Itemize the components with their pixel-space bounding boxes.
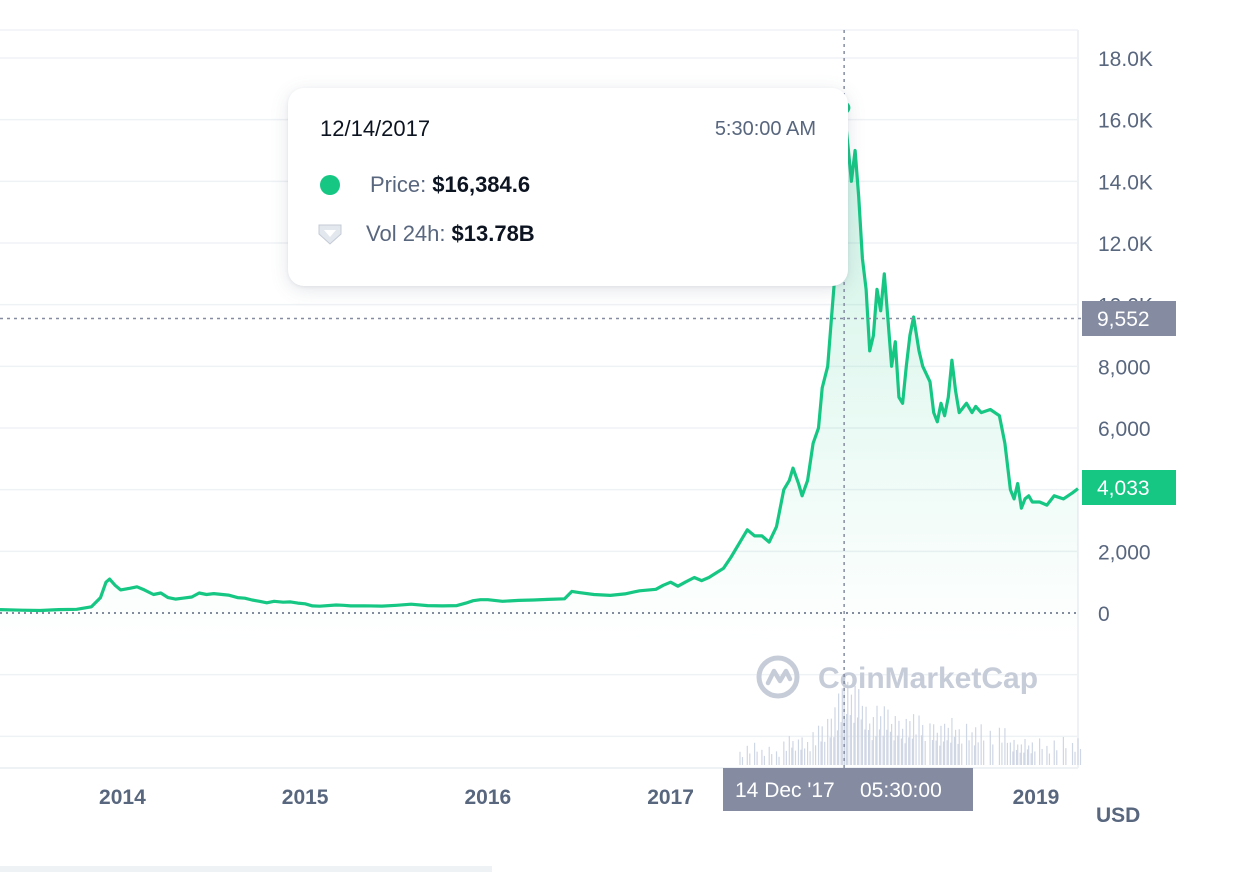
tooltip-date: 12/14/2017: [320, 116, 431, 141]
tooltip-volume-label: Vol 24h:: [366, 221, 446, 246]
coinmarketcap-logo-icon: [756, 655, 800, 699]
price-area-fill: [0, 107, 1078, 644]
crosshair-price-label: 9,552: [1097, 308, 1150, 331]
currency-label: USD: [1096, 804, 1140, 827]
tooltip-volume-value: $13.78B: [451, 221, 535, 246]
y-tick-label: 18.0K: [1098, 48, 1153, 71]
price-tooltip: 12/14/2017 5:30:00 AM Price: $16,384.6 V…: [288, 88, 848, 286]
x-tick-label: 2017: [647, 786, 694, 809]
tooltip-time: 5:30:00 AM: [714, 118, 816, 140]
y-tick-label: 6,000: [1098, 418, 1151, 441]
watermark-text: CoinMarketCap: [818, 662, 1038, 695]
y-tick-label: 0: [1098, 603, 1110, 626]
current-price-badge: 4,033: [1082, 470, 1176, 505]
x-tick-label: 2014: [99, 786, 146, 809]
crosshair-time-label: 05:30:00: [860, 779, 942, 802]
crosshair-price-badge: 9,552: [1082, 301, 1176, 336]
range-scrollbar[interactable]: [0, 866, 492, 872]
y-axis: 18.0K16.0K14.0K12.0K10.0K8,0006,0004,000…: [1098, 48, 1153, 626]
green-dot-icon: [320, 175, 340, 195]
price-line: [0, 106, 1079, 613]
tooltip-price-row: Price: $16,384.6: [320, 172, 530, 198]
current-price-label: 4,033: [1097, 477, 1150, 500]
crosshair-date-label: 14 Dec '17: [735, 779, 835, 802]
tooltip-volume-row: Vol 24h: $13.78B: [318, 220, 535, 248]
volume-bars: [739, 680, 1082, 765]
y-tick-label: 16.0K: [1098, 110, 1153, 133]
y-tick-label: 2,000: [1098, 541, 1151, 564]
y-tick-label: 12.0K: [1098, 233, 1153, 256]
shield-volume-icon: [318, 224, 342, 245]
watermark: CoinMarketCap: [756, 655, 1038, 699]
y-tick-label: 8,000: [1098, 356, 1151, 379]
x-tick-label: 2015: [282, 786, 329, 809]
x-tick-label: 2016: [464, 786, 511, 809]
x-tick-label: 2019: [1013, 786, 1060, 809]
x-axis: 2014 2015 2016 2017 2019: [99, 786, 1059, 809]
tooltip-price-label: Price:: [370, 172, 427, 197]
crosshair-date-badge: 14 Dec '17 05:30:00: [723, 768, 973, 811]
y-tick-label: 14.0K: [1098, 171, 1153, 194]
tooltip-price-value: $16,384.6: [432, 172, 531, 197]
